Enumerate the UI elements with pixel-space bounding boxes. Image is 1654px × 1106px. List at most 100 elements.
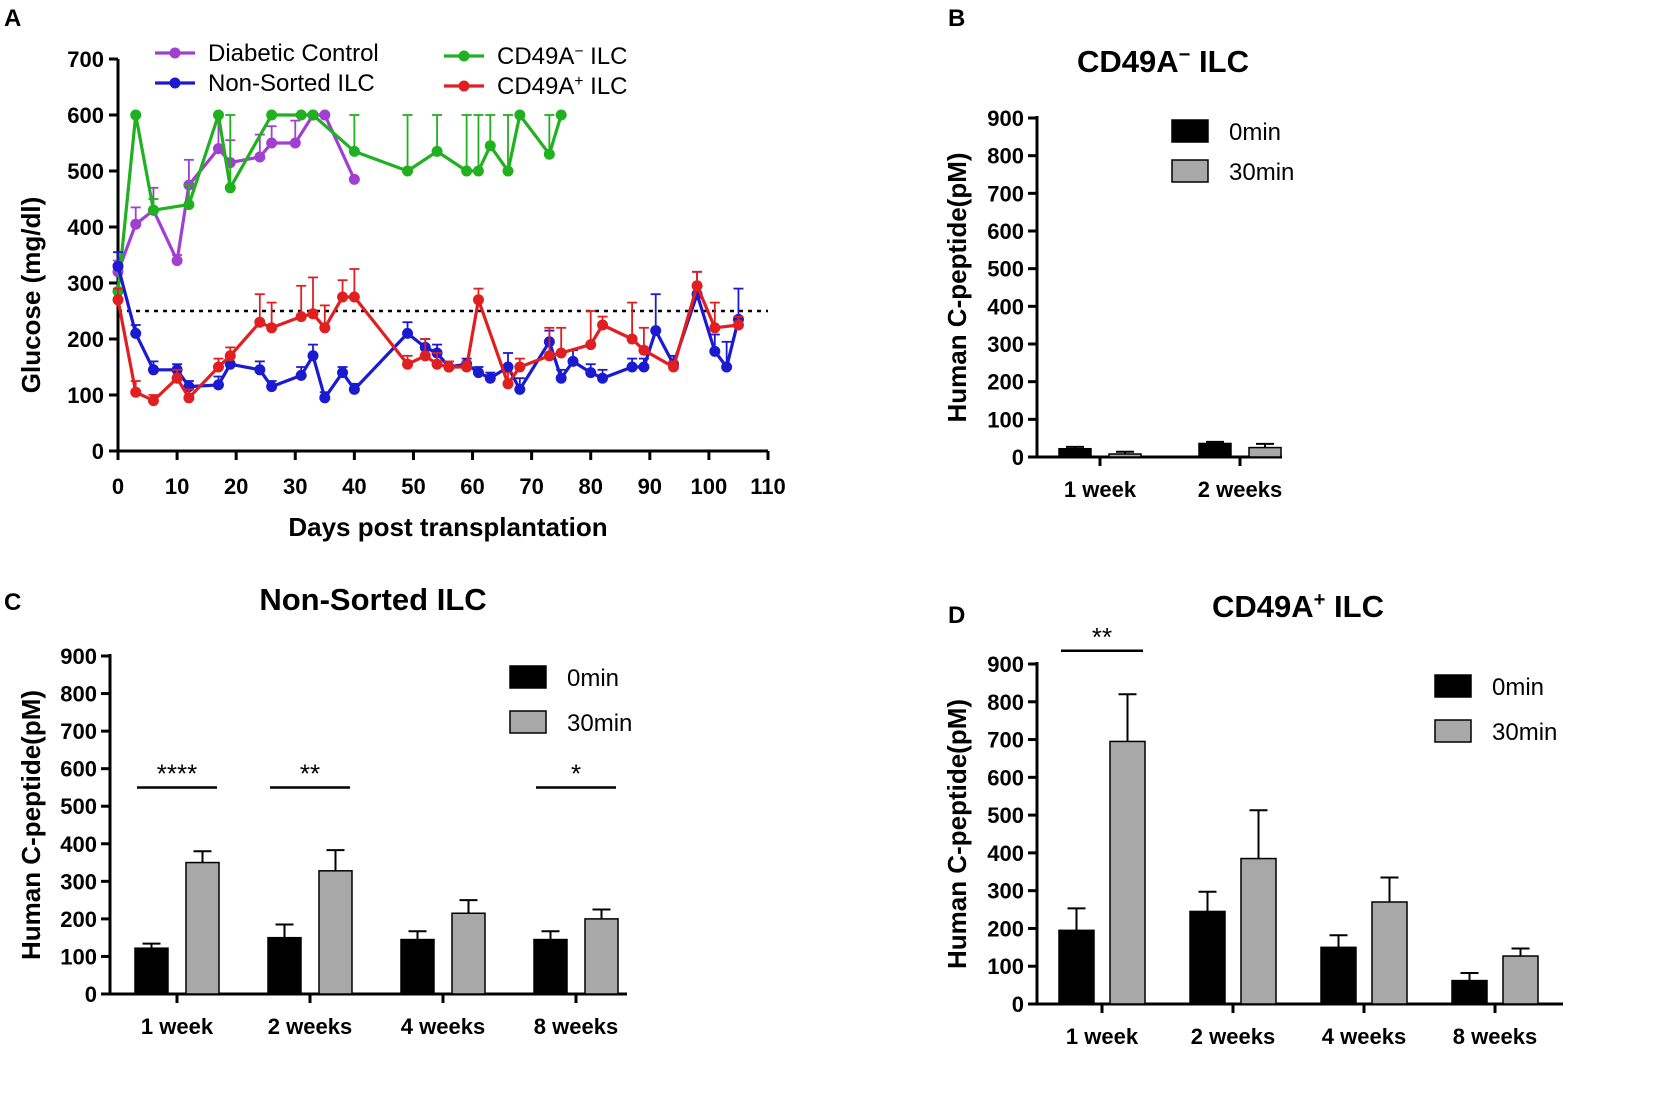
panel-a-line-chart: 0 100 200 300 400 500 600 700 0 10 20 30 40 50 60 70 80 9… xyxy=(16,40,786,542)
bar-chart-title: Non-Sorted ILC xyxy=(259,582,486,617)
bar-y-tick-label: 200 xyxy=(60,907,97,932)
a-y-tick-label: 200 xyxy=(67,327,104,352)
a-data-point xyxy=(307,308,319,320)
a-data-point xyxy=(502,378,514,390)
a-data-point xyxy=(295,311,307,323)
a-data-point xyxy=(461,361,473,373)
a-data-point xyxy=(638,361,650,373)
a-data-point xyxy=(472,165,484,177)
a-data-point xyxy=(585,339,597,351)
bar-y-axis-label: Human C-peptide(pM) xyxy=(16,690,46,960)
panel-d-bar-chart: 0 100 200 300 400 500 600 700 800 900 Human C-pept… xyxy=(942,589,1563,1049)
bar-30min-1 xyxy=(318,870,353,995)
a-x-tick-label: 10 xyxy=(165,474,189,499)
bar-30min-1 xyxy=(1248,446,1282,458)
a-data-point xyxy=(514,109,526,121)
bar-y-tick-label: 900 xyxy=(987,652,1024,677)
bar-x-tick-label: 8 weeks xyxy=(1453,1024,1537,1049)
bar-0min-3 xyxy=(1451,979,1488,1005)
a-data-point xyxy=(472,294,484,306)
bar-significance-label: **** xyxy=(157,758,197,788)
a-data-point xyxy=(295,109,307,121)
a-x-tick-label: 100 xyxy=(691,474,728,499)
a-data-point xyxy=(348,291,360,303)
bar-0min-1 xyxy=(1189,910,1226,1005)
bar-30min-2 xyxy=(1371,901,1408,1005)
a-series-3 xyxy=(112,268,744,407)
bar-y-tick-label: 700 xyxy=(987,181,1024,206)
bar-y-tick-label: 500 xyxy=(987,257,1024,282)
a-x-tick-label: 80 xyxy=(578,474,602,499)
a-y-axis-label: Glucose (mg/dl) xyxy=(16,197,46,393)
a-data-point xyxy=(171,372,183,384)
bar-significance-label: * xyxy=(571,758,581,788)
a-data-point xyxy=(732,319,744,331)
a-data-point xyxy=(289,137,301,149)
a-data-point xyxy=(130,327,142,339)
bar-legend-label: 0min xyxy=(567,665,619,692)
a-data-point xyxy=(626,333,638,345)
a-data-point xyxy=(626,361,638,373)
a-legend-swatch-dot xyxy=(169,47,181,59)
bar-y-tick-label: 400 xyxy=(60,832,97,857)
a-data-point xyxy=(402,327,414,339)
a-data-point xyxy=(502,165,514,177)
a-y-tick-label: 300 xyxy=(67,271,104,296)
a-data-point xyxy=(638,344,650,356)
a-data-point xyxy=(443,361,455,373)
a-data-point xyxy=(555,372,567,384)
a-data-point xyxy=(721,361,733,373)
bar-legend-swatch xyxy=(509,665,547,689)
a-data-point xyxy=(484,140,496,152)
a-data-point xyxy=(337,367,349,379)
bar-x-tick-label: 4 weeks xyxy=(401,1014,485,1039)
a-data-point xyxy=(254,151,266,163)
bar-0min-0 xyxy=(1058,447,1092,458)
bar-chart-title: CD49A− ILC xyxy=(1077,44,1249,79)
a-x-axis-label: Days post transplantation xyxy=(288,512,607,542)
a-series-1 xyxy=(112,109,567,297)
bar-30min-0 xyxy=(185,861,220,995)
bar-30min-0 xyxy=(1109,740,1146,1005)
a-y-tick-label: 600 xyxy=(67,103,104,128)
bar-significance-label: ** xyxy=(300,758,320,788)
bar-y-tick-label: 600 xyxy=(987,219,1024,244)
bar-legend-label: 30min xyxy=(567,710,632,737)
a-x-tick-label: 70 xyxy=(519,474,543,499)
a-data-point xyxy=(130,386,142,398)
bar-y-tick-label: 100 xyxy=(60,944,97,969)
bar-legend-label: 0min xyxy=(1229,119,1281,146)
a-legend-label: CD49A+ ILC xyxy=(497,73,628,101)
a-x-tick-label: 50 xyxy=(401,474,425,499)
a-data-point xyxy=(484,372,496,384)
a-data-point xyxy=(319,109,331,121)
a-data-point xyxy=(348,173,360,185)
a-data-point xyxy=(585,367,597,379)
a-data-point xyxy=(147,204,159,216)
a-legend-swatch-dot xyxy=(458,80,470,92)
bar-y-tick-label: 0 xyxy=(1012,992,1024,1017)
a-data-point xyxy=(266,322,278,334)
bar-y-tick-label: 900 xyxy=(60,644,97,669)
a-data-point xyxy=(266,137,278,149)
a-data-point xyxy=(307,109,319,121)
bar-legend-label: 0min xyxy=(1492,674,1544,701)
a-legend-swatch-dot xyxy=(169,77,181,89)
bar-x-tick-label: 8 weeks xyxy=(534,1014,618,1039)
a-data-point xyxy=(567,355,579,367)
a-data-point xyxy=(112,260,124,272)
a-legend: Diabetic Control Non-Sorted ILC CD49A− ILC… xyxy=(155,40,628,100)
a-y-tick-label: 400 xyxy=(67,215,104,240)
a-data-point xyxy=(348,145,360,157)
a-x-tick-label: 40 xyxy=(342,474,366,499)
a-data-point xyxy=(212,143,224,155)
a-data-point xyxy=(112,294,124,306)
a-data-point xyxy=(431,358,443,370)
bar-legend-swatch xyxy=(1171,159,1209,183)
bar-y-tick-label: 300 xyxy=(987,332,1024,357)
a-data-point xyxy=(224,358,236,370)
a-data-point xyxy=(171,255,183,267)
a-data-point xyxy=(319,322,331,334)
panel-letter-b: B xyxy=(948,5,965,32)
a-data-point xyxy=(254,364,266,376)
